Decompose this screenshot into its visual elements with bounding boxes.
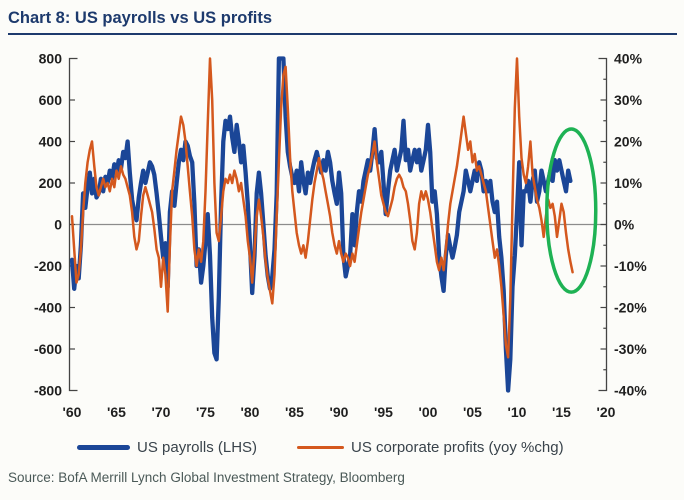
svg-text:'90: '90 [330, 404, 349, 420]
svg-text:600: 600 [39, 92, 63, 108]
highlight-ellipse [545, 127, 598, 294]
chart-title: Chart 8: US payrolls vs US profits [8, 9, 273, 27]
payrolls-line-swatch [77, 444, 130, 450]
profits-line-swatch [297, 445, 344, 449]
svg-text:-800: -800 [34, 383, 62, 399]
svg-text:-600: -600 [34, 341, 62, 357]
title-underline [8, 33, 677, 35]
svg-text:'10: '10 [508, 404, 527, 420]
profits-line [70, 57, 574, 359]
legend-item-payrolls: US payrolls (LHS) [77, 436, 257, 458]
svg-text:'60: '60 [63, 404, 82, 420]
svg-text:'85: '85 [285, 404, 304, 420]
svg-text:'20: '20 [597, 404, 616, 420]
svg-text:'95: '95 [374, 404, 393, 420]
svg-text:20%: 20% [614, 134, 643, 150]
svg-text:-400: -400 [34, 300, 62, 316]
svg-text:'00: '00 [419, 404, 438, 420]
legend-item-profits: US corporate profits (yoy %chg) [297, 436, 564, 458]
svg-text:30%: 30% [614, 92, 643, 108]
svg-text:'05: '05 [463, 404, 482, 420]
svg-text:-30%: -30% [614, 341, 647, 357]
legend-label-profits: US corporate profits (yoy %chg) [351, 438, 564, 456]
svg-text:-200: -200 [34, 258, 62, 274]
svg-text:'80: '80 [241, 404, 260, 420]
svg-text:0: 0 [54, 217, 62, 233]
svg-text:'75: '75 [196, 404, 215, 420]
svg-text:10%: 10% [614, 175, 643, 191]
svg-text:800: 800 [39, 51, 63, 67]
svg-text:-20%: -20% [614, 300, 647, 316]
chart-legend: US payrolls (LHS) US corporate profits (… [0, 436, 684, 458]
source-note: Source: BofA Merrill Lynch Global Invest… [8, 470, 405, 485]
svg-text:0%: 0% [614, 217, 635, 233]
svg-text:200: 200 [39, 175, 63, 191]
payrolls-profits-chart-canvas: 800 600 400 200 0 -200 -400 -600 -800 40% 30% 20% 10… [34, 51, 647, 421]
svg-text:'70: '70 [152, 404, 171, 420]
legend-label-payrolls: US payrolls (LHS) [137, 438, 258, 456]
svg-text:40%: 40% [614, 51, 643, 67]
svg-text:-40%: -40% [614, 383, 647, 399]
svg-text:-10%: -10% [614, 258, 647, 274]
svg-text:'15: '15 [552, 404, 571, 420]
svg-text:'65: '65 [107, 404, 126, 420]
svg-text:400: 400 [39, 134, 63, 150]
